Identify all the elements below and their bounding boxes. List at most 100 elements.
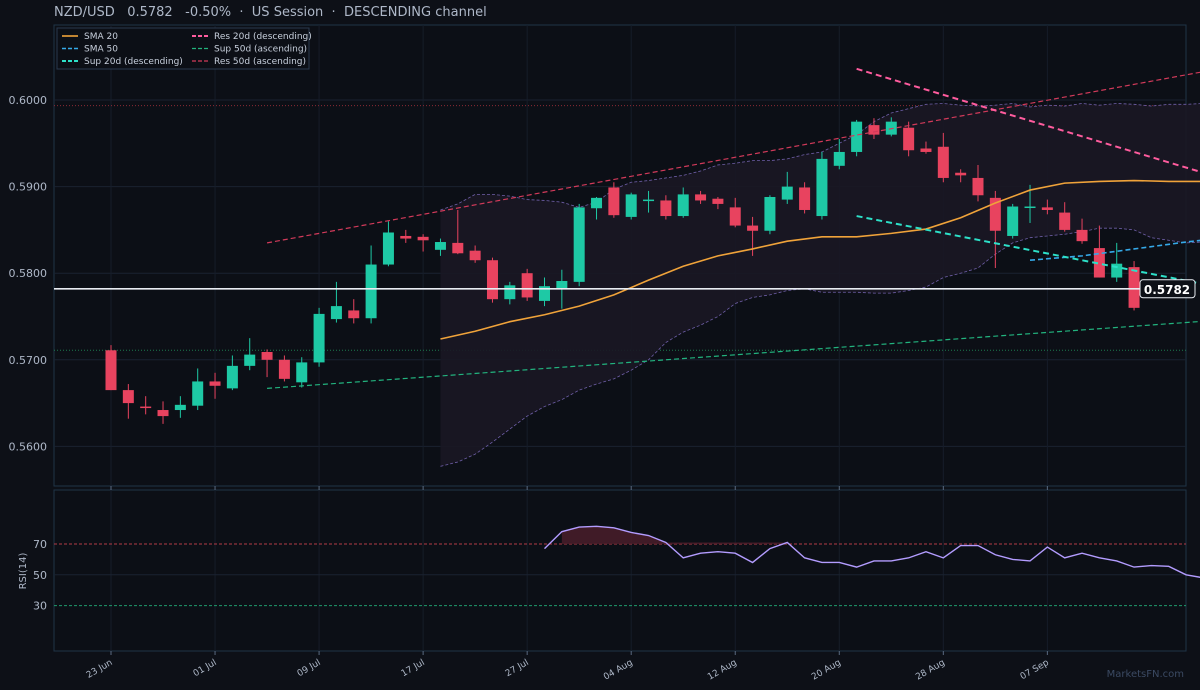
legend-label: Sup 20d (descending)	[84, 57, 183, 67]
candle-body	[937, 146, 949, 178]
candle-body	[625, 194, 637, 217]
y-tick-label: 0.6000	[9, 94, 48, 107]
rsi-tick-label: 50	[33, 569, 47, 582]
candle-body	[1111, 263, 1123, 278]
candle-body	[209, 381, 221, 386]
candle-body	[1024, 206, 1036, 209]
candle-body	[469, 250, 481, 261]
x-tick-label: 01 Jul	[192, 658, 219, 679]
candle-body	[764, 196, 776, 231]
candle-body	[573, 207, 585, 282]
candle-body	[660, 200, 672, 217]
legend-label: SMA 50	[84, 45, 118, 55]
chart-header: NZD/USD 0.5782 -0.50% · US Session · DES…	[54, 5, 487, 20]
candle-body	[105, 350, 117, 391]
y-tick-label: 0.5700	[9, 354, 48, 367]
candle-body	[539, 286, 550, 301]
candle-body	[1128, 267, 1140, 308]
candle-body	[799, 187, 811, 210]
rsi-axis-label: RSI(14)	[18, 553, 29, 590]
candle-body	[955, 172, 967, 176]
candle-body	[486, 260, 498, 300]
x-tick-label: 04 Aug	[602, 658, 635, 683]
candle-body	[816, 158, 828, 217]
candle-body	[1007, 206, 1019, 236]
x-tick-label: 23 Jun	[85, 658, 115, 681]
y-tick-label: 0.5800	[9, 267, 48, 280]
rsi-tick-label: 70	[33, 538, 47, 551]
candle-body	[330, 306, 342, 320]
candle-body	[313, 313, 325, 363]
candle-body	[643, 199, 655, 202]
candle-body	[712, 198, 724, 204]
x-tick-label: 07 Sep	[1019, 658, 1051, 682]
candle-body	[556, 280, 568, 289]
candle-body	[920, 148, 932, 152]
x-tick-label: 28 Aug	[914, 658, 947, 683]
current-price-tag	[1139, 279, 1196, 299]
candle-body	[122, 390, 134, 404]
candle-body	[781, 186, 793, 200]
candle-body	[348, 310, 360, 319]
bollinger-band-fill	[440, 103, 1200, 467]
candle-body	[868, 125, 880, 135]
legend-label: Res 50d (ascending)	[214, 57, 306, 67]
candle-body	[174, 404, 186, 411]
candle-body	[521, 273, 533, 298]
candle-body	[400, 235, 412, 239]
rsi-overbought-fill	[561, 526, 788, 544]
x-tick-label: 17 Jul	[400, 658, 427, 679]
candle-body	[677, 194, 689, 217]
rsi-line	[544, 525, 1200, 578]
candle-body	[140, 406, 152, 409]
session: US Session	[251, 5, 324, 20]
candle-body	[747, 225, 759, 231]
candle-body	[1059, 212, 1071, 230]
candle-body	[591, 197, 603, 209]
sup-50d-line	[267, 320, 1200, 389]
symbol: NZD/USD	[54, 5, 115, 20]
candle-body	[989, 197, 1001, 231]
candle-body	[244, 354, 256, 366]
candle-body	[504, 285, 516, 300]
legend-box	[56, 27, 310, 70]
candle-body	[729, 207, 741, 226]
candle-body	[382, 232, 394, 265]
candle-body	[192, 381, 204, 406]
res-50d-line	[266, 71, 1200, 244]
res-20d-line	[856, 67, 1200, 173]
candle-body	[452, 242, 464, 254]
price: 0.5782	[127, 5, 173, 20]
candle-body	[278, 359, 290, 379]
y-tick-label: 0.5900	[9, 181, 48, 194]
rsi-tick-label: 30	[33, 600, 47, 613]
candle-body	[903, 127, 915, 151]
pattern: DESCENDING channel	[343, 5, 487, 20]
candle-body	[608, 187, 620, 216]
x-tick-label: 20 Aug	[810, 658, 843, 683]
candle-body	[972, 177, 984, 196]
candle-body	[417, 236, 429, 241]
candle-body	[695, 194, 707, 201]
candle-body	[1076, 229, 1088, 242]
change: -0.50%	[185, 5, 232, 20]
candle-body	[365, 264, 377, 319]
watermark: MarketsFN.com	[1106, 669, 1184, 680]
sma50-line	[1029, 239, 1200, 262]
candle-body	[1093, 248, 1105, 278]
candle-body	[157, 410, 169, 417]
candle-body	[434, 242, 446, 250]
bollinger-lower-line	[440, 227, 1200, 467]
x-tick-label: 27 Jul	[504, 658, 531, 679]
candle-body	[1041, 207, 1053, 210]
candle-body	[851, 121, 863, 152]
candle-body	[226, 365, 238, 389]
rsi-panel-frame	[53, 489, 1187, 652]
candle-body	[261, 352, 273, 360]
y-tick-label: 0.5600	[9, 440, 48, 453]
sma20-line	[440, 179, 1200, 340]
current-price-label: 0.5782	[1144, 283, 1190, 297]
x-tick-label: 12 Aug	[706, 658, 739, 683]
candle-body	[296, 362, 308, 383]
